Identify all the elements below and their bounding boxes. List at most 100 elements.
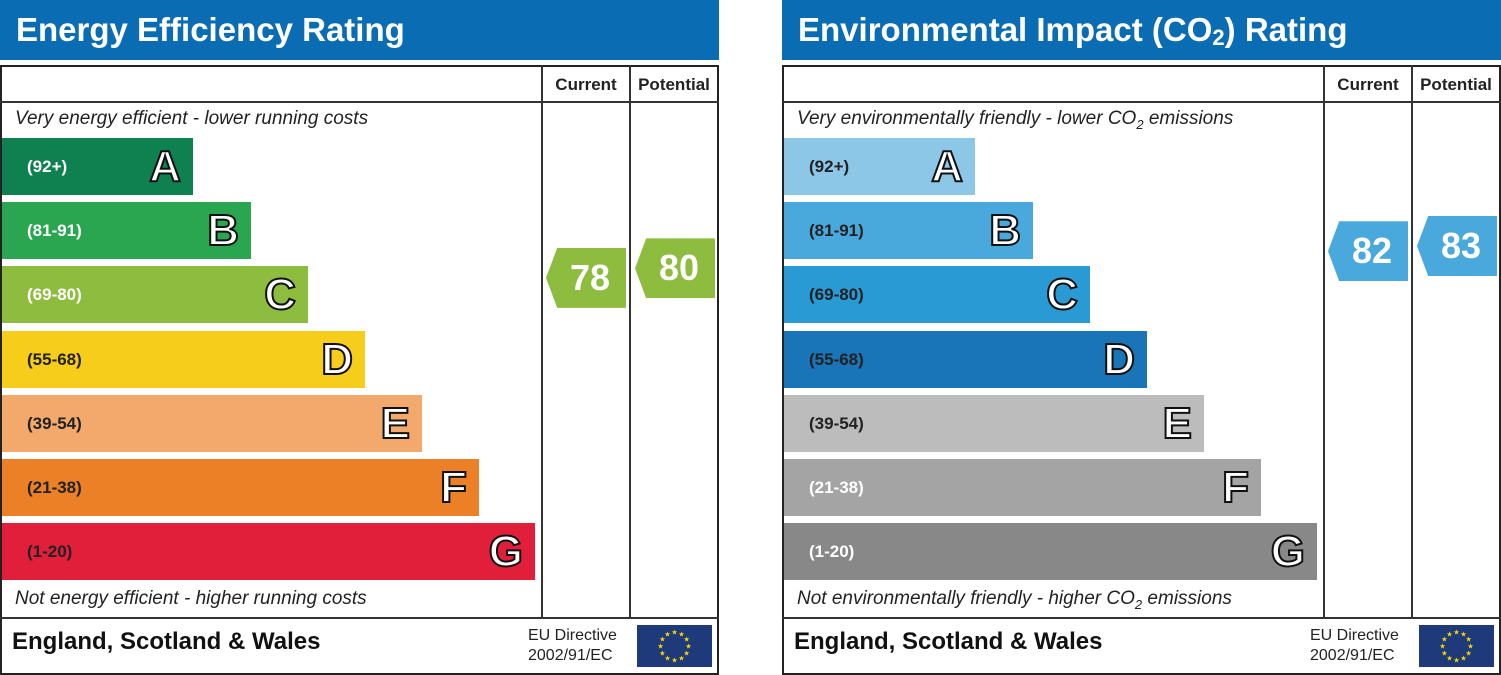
chart-frame — [0, 65, 719, 675]
eu-star-icon: ★ — [671, 629, 677, 637]
band-letter: B — [206, 205, 240, 256]
band-letter: C — [263, 269, 297, 320]
band-letter: A — [930, 141, 964, 192]
band-range: (81-91) — [27, 221, 82, 240]
column-header-potential: Potential — [638, 75, 710, 94]
eu-star-icon: ★ — [1439, 643, 1445, 651]
eu-star-icon: ★ — [659, 636, 665, 644]
footer-divider — [0, 617, 719, 619]
chart-title: Energy Efficiency Rating — [0, 0, 719, 60]
eu-star-icon: ★ — [685, 643, 691, 651]
eu-star-icon: ★ — [1460, 630, 1466, 638]
band-f: (21-38) F — [784, 459, 1261, 516]
band-c: (69-80) C — [784, 266, 1090, 323]
top-note: Very environmentally friendly - lower CO… — [797, 108, 1234, 132]
eu-star-icon: ★ — [678, 655, 684, 663]
directive-line-2: 2002/91/EC — [1310, 647, 1395, 664]
eu-star-icon: ★ — [664, 630, 670, 638]
band-range: (21-38) — [27, 478, 82, 497]
band-range: (55-68) — [809, 350, 864, 369]
directive-line-1: EU Directive — [528, 627, 617, 644]
band-range: (55-68) — [27, 350, 82, 369]
current-rating-arrow: 82 — [1328, 221, 1408, 282]
band-letter: D — [320, 334, 354, 385]
potential-rating-arrow: 80 — [635, 238, 715, 299]
band-c: (69-80) C — [2, 266, 308, 323]
band-range: (92+) — [809, 157, 850, 176]
eu-star-icon: ★ — [1441, 636, 1447, 644]
eu-star-icon: ★ — [683, 650, 689, 658]
band-a: (92+) A — [784, 138, 975, 195]
band-letter: F — [1221, 462, 1250, 513]
footer-region: England, Scotland & Wales — [12, 628, 321, 655]
band-letter: D — [1102, 334, 1136, 385]
band-range: (39-54) — [809, 414, 864, 433]
column-divider — [1411, 65, 1413, 618]
eu-star-icon: ★ — [1446, 630, 1452, 638]
band-e: (39-54) E — [784, 395, 1204, 452]
band-range: (81-91) — [809, 221, 864, 240]
potential-rating-arrow: 83 — [1417, 216, 1497, 277]
band-letter: E — [1162, 398, 1193, 449]
eu-star-icon: ★ — [1465, 636, 1471, 644]
footer-divider — [782, 617, 1501, 619]
header-divider — [0, 101, 719, 103]
eu-star-icon: ★ — [1453, 629, 1459, 637]
band-letter: E — [380, 398, 411, 449]
band-range: (92+) — [27, 157, 68, 176]
current-rating-arrow: 78 — [546, 247, 626, 308]
band-b: (81-91) B — [784, 202, 1033, 259]
column-divider — [629, 65, 631, 618]
eu-star-icon: ★ — [659, 650, 665, 658]
eu-star-icon: ★ — [1467, 643, 1473, 651]
band-range: (21-38) — [809, 478, 864, 497]
column-header-current: Current — [1337, 75, 1399, 94]
environmental-impact-panel: Environmental Impact (CO2) Rating Current… — [782, 0, 1501, 675]
band-letter: F — [439, 462, 468, 513]
top-note: Very energy efficient - lower running co… — [15, 108, 369, 129]
band-a: (92+) A — [2, 138, 193, 195]
column-header-potential: Potential — [1420, 75, 1492, 94]
eu-star-icon: ★ — [664, 655, 670, 663]
column-header-current: Current — [555, 75, 617, 94]
eu-star-icon: ★ — [1465, 650, 1471, 658]
band-d: (55-68) D — [2, 331, 365, 388]
band-d: (55-68) D — [784, 331, 1147, 388]
header-divider — [782, 101, 1501, 103]
eu-star-icon: ★ — [1446, 655, 1452, 663]
band-g: (1-20) G — [784, 523, 1317, 580]
band-letter: C — [1045, 269, 1079, 320]
chart-frame — [782, 65, 1501, 675]
eu-star-icon: ★ — [1460, 655, 1466, 663]
bottom-note: Not energy efficient - higher running co… — [15, 588, 367, 609]
eu-star-icon: ★ — [1453, 657, 1459, 665]
band-letter: G — [1270, 526, 1306, 577]
band-range: (1-20) — [27, 542, 73, 561]
band-b: (81-91) B — [2, 202, 251, 259]
eu-star-icon: ★ — [671, 657, 677, 665]
eu-star-icon: ★ — [657, 643, 663, 651]
eu-star-icon: ★ — [1441, 650, 1447, 658]
band-letter: G — [488, 526, 524, 577]
band-letter: A — [148, 141, 182, 192]
band-e: (39-54) E — [2, 395, 422, 452]
column-divider — [1323, 65, 1325, 618]
eu-directive: EU Directive 2002/91/EC — [528, 626, 617, 666]
directive-line-2: 2002/91/EC — [528, 647, 613, 664]
eu-flag-icon: ★ ★ ★ ★ ★ ★ ★ ★ ★ ★ ★ ★ — [1419, 625, 1494, 667]
footer-region: England, Scotland & Wales — [794, 628, 1103, 655]
band-letter: B — [988, 205, 1022, 256]
eu-star-icon: ★ — [678, 630, 684, 638]
energy-efficiency-panel: Energy Efficiency Rating Current Potential… — [0, 0, 719, 675]
band-f: (21-38) F — [2, 459, 479, 516]
eu-star-icon: ★ — [683, 636, 689, 644]
band-g: (1-20) G — [2, 523, 535, 580]
chart-title: Environmental Impact (CO2) Rating — [782, 0, 1501, 60]
band-range: (69-80) — [27, 285, 82, 304]
band-range: (39-54) — [27, 414, 82, 433]
band-range: (1-20) — [809, 542, 855, 561]
column-divider — [541, 65, 543, 618]
band-range: (69-80) — [809, 285, 864, 304]
eu-directive: EU Directive 2002/91/EC — [1310, 626, 1399, 666]
eu-flag-icon: ★ ★ ★ ★ ★ ★ ★ ★ ★ ★ ★ ★ — [637, 625, 712, 667]
